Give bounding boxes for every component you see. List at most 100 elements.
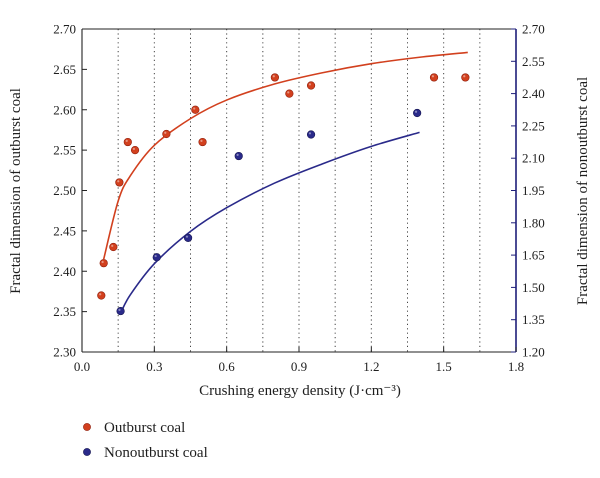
data-point-outburst — [429, 73, 439, 82]
y-left-axis-title: Fractal dimension of outburst coal — [8, 88, 24, 294]
data-point-marker-nonoutburst — [306, 130, 316, 139]
data-point-highlight-outburst — [287, 91, 290, 94]
data-point-marker-outburst — [162, 129, 171, 139]
y-right-tick-label: 2.55 — [522, 54, 545, 69]
data-point-marker-outburst — [306, 81, 316, 90]
data-point-marker-nonoutburst — [152, 253, 161, 262]
data-point-marker-nonoutburst — [116, 306, 125, 316]
legend-label-outburst: Outburst coal — [104, 420, 185, 436]
y-left-tick-label: 2.50 — [53, 183, 76, 198]
y-left-tick-label: 2.30 — [53, 345, 76, 360]
y-left-tick-label: 2.70 — [53, 22, 76, 37]
data-point-outburst — [306, 81, 316, 90]
data-point-marker-outburst — [123, 137, 132, 147]
y-right-tick-label: 1.80 — [522, 215, 545, 230]
data-point-marker-outburst — [97, 291, 106, 300]
data-point-marker-outburst — [285, 89, 294, 98]
data-point-highlight-outburst — [463, 75, 466, 78]
data-point-marker-outburst — [461, 73, 470, 82]
x-axis-title: Crushing energy density (J·cm⁻³) — [199, 383, 401, 399]
data-point-outburst — [130, 146, 140, 155]
y-left-tick-label: 2.65 — [53, 62, 76, 77]
data-point-outburst — [285, 89, 294, 98]
data-point-highlight-outburst — [111, 244, 114, 247]
y-right-tick-label: 2.10 — [522, 151, 545, 166]
legend: Outburst coal Nonoutburst coal — [83, 420, 208, 461]
data-point-outburst — [461, 73, 470, 82]
data-point-highlight-outburst — [132, 147, 136, 151]
y-right-tick-label: 2.70 — [522, 22, 545, 37]
x-tick-label: 1.5 — [436, 359, 452, 374]
fit-curve-outburst — [102, 51, 468, 260]
data-point-highlight-nonoutburst — [118, 308, 121, 311]
y-right-tick-label: 1.65 — [522, 248, 545, 263]
data-point-nonoutburst — [116, 306, 125, 316]
data-point-nonoutburst — [152, 253, 161, 262]
axes — [81, 28, 517, 353]
data-point-outburst — [109, 242, 118, 252]
data-point-marker-outburst — [99, 259, 108, 268]
data-point-marker-outburst — [109, 242, 118, 252]
data-point-highlight-outburst — [272, 75, 275, 78]
data-point-highlight-outburst — [164, 131, 167, 134]
fit-curve-nonoutburst — [119, 131, 420, 314]
data-point-marker-outburst — [429, 73, 439, 82]
data-point-nonoutburst — [306, 130, 316, 139]
y-left-tick-label: 2.55 — [53, 143, 76, 158]
data-point-marker-nonoutburst — [234, 151, 243, 161]
fit-curves — [102, 51, 468, 314]
data-point-highlight-outburst — [117, 180, 120, 183]
data-point-highlight-outburst — [125, 139, 128, 142]
data-point-marker-outburst — [130, 146, 140, 155]
data-point-nonoutburst — [413, 108, 422, 118]
y-left-tick-label: 2.35 — [53, 304, 76, 319]
data-point-highlight-outburst — [193, 107, 196, 110]
y-left-tick-label: 2.40 — [53, 264, 76, 279]
legend-marker-outburst — [83, 423, 91, 431]
data-point-marker-nonoutburst — [183, 233, 193, 242]
data-point-outburst — [123, 137, 132, 147]
data-point-outburst — [97, 291, 106, 300]
data-point-outburst — [270, 73, 279, 82]
data-point-nonoutburst — [234, 151, 243, 161]
data-point-highlight-nonoutburst — [236, 153, 239, 156]
y-right-tick-label: 1.20 — [522, 345, 545, 360]
y-right-tick-label: 1.35 — [522, 312, 545, 327]
y-right-tick-label: 2.25 — [522, 118, 545, 133]
legend-item-outburst: Outburst coal — [83, 420, 185, 436]
legend-marker-nonoutburst — [83, 448, 91, 456]
legend-item-nonoutburst: Nonoutburst coal — [83, 445, 208, 461]
data-point-marker-outburst — [198, 137, 207, 147]
x-tick-label: 0.6 — [219, 359, 236, 374]
data-point-highlight-outburst — [99, 293, 102, 296]
data-point-outburst — [115, 178, 124, 187]
data-point-outburst — [191, 105, 200, 114]
data-point-marker-outburst — [191, 105, 200, 114]
y-right-tick-label: 2.40 — [522, 86, 545, 101]
data-point-marker-nonoutburst — [413, 108, 422, 118]
legend-label-nonoutburst: Nonoutburst coal — [104, 445, 208, 461]
x-tick-label: 0.3 — [146, 359, 162, 374]
data-point-outburst — [162, 129, 171, 139]
y-right-axis-title: Fractal dimension of nonoutburst coal — [575, 77, 591, 305]
data-point-highlight-nonoutburst — [308, 132, 312, 135]
data-point-outburst — [99, 259, 108, 268]
data-point-highlight-nonoutburst — [154, 254, 157, 258]
data-point-highlight-outburst — [308, 83, 312, 86]
data-point-highlight-outburst — [431, 75, 435, 78]
y-right-tick-label: 1.95 — [522, 183, 545, 198]
data-points — [97, 73, 470, 316]
y-left-tick-label: 2.60 — [53, 102, 76, 117]
data-point-marker-outburst — [270, 73, 279, 82]
x-tick-label: 0.9 — [291, 359, 307, 374]
data-point-highlight-outburst — [101, 260, 104, 264]
y-right-tick-label: 1.50 — [522, 280, 545, 295]
data-point-marker-outburst — [115, 178, 124, 187]
grid-layer — [117, 29, 481, 352]
x-tick-label: 1.8 — [508, 359, 524, 374]
data-point-highlight-nonoutburst — [185, 235, 189, 238]
data-point-highlight-outburst — [200, 139, 203, 142]
data-point-highlight-nonoutburst — [414, 110, 418, 113]
y-left-tick-label: 2.45 — [53, 223, 76, 238]
